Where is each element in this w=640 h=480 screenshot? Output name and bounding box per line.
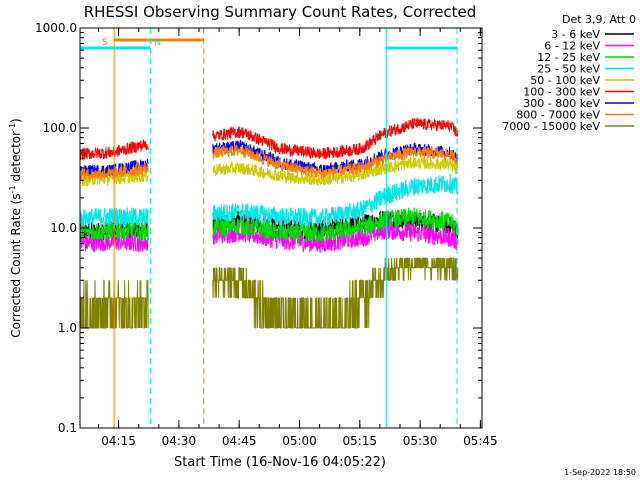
series-line-50-100-kev bbox=[212, 156, 459, 187]
footer-timestamp: 1-Sep-2022 18:50 bbox=[564, 468, 636, 477]
legend-title: Det 3,9, Att 0 bbox=[562, 13, 636, 26]
x-tick-label: 05:45 bbox=[463, 434, 498, 448]
legend-label-3-6-kev: 3 - 6 keV bbox=[551, 28, 600, 41]
chart-title: RHESSI Observing Summary Count Rates, Co… bbox=[84, 3, 477, 21]
legend-label-800-7000-kev: 800 - 7000 keV bbox=[516, 109, 600, 122]
y-tick-label: 1000.0 bbox=[35, 21, 77, 35]
series-line-100-300-kev bbox=[212, 117, 459, 160]
legend-label-100-300-kev: 100 - 300 keV bbox=[523, 86, 600, 99]
series-line-7000-15000-kev bbox=[212, 257, 459, 329]
legend-label-12-25-kev: 12 - 25 keV bbox=[537, 51, 600, 64]
annotation-night: N bbox=[154, 38, 161, 48]
y-tick-label: 1.0 bbox=[58, 321, 77, 335]
y-axis-label: Corrected Count Rate (s-1 detector-1) bbox=[8, 118, 23, 337]
x-tick-label: 05:15 bbox=[342, 434, 377, 448]
legend-label-6-12-kev: 6 - 12 keV bbox=[544, 40, 600, 53]
series-line-25-50-kev bbox=[212, 173, 459, 228]
x-tick-label: 04:45 bbox=[222, 434, 257, 448]
x-axis-label: Start Time (16-Nov-16 04:05:22) bbox=[174, 455, 386, 470]
axis-layer: 0.1 1.0 10.0 100.0 1000.0 04:15 04:30 04:45 05:0… bbox=[35, 21, 498, 448]
legend-label-7000-15000-kev: 7000 - 15000 keV bbox=[502, 120, 600, 133]
y-tick-label: 10.0 bbox=[50, 221, 77, 235]
x-tick-label: 05:00 bbox=[282, 434, 317, 448]
series-7000-15000-kev bbox=[79, 257, 459, 329]
series-layer bbox=[79, 117, 459, 329]
annotation-saa: S bbox=[102, 38, 108, 48]
legend-label-50-100-kev: 50 - 100 keV bbox=[530, 74, 600, 87]
series-line-12-25-kev bbox=[212, 207, 459, 243]
legend-label-300-800-kev: 300 - 800 keV bbox=[523, 97, 600, 110]
x-tick-label: 04:30 bbox=[162, 434, 197, 448]
y-tick-label: 100.0 bbox=[43, 121, 77, 135]
series-line-800-7000-kev bbox=[212, 144, 459, 180]
y-tick-label: 0.1 bbox=[58, 421, 77, 435]
legend-label-25-50-kev: 25 - 50 keV bbox=[537, 63, 600, 76]
x-tick-label: 05:30 bbox=[403, 434, 438, 448]
x-tick-label: 04:15 bbox=[101, 434, 136, 448]
